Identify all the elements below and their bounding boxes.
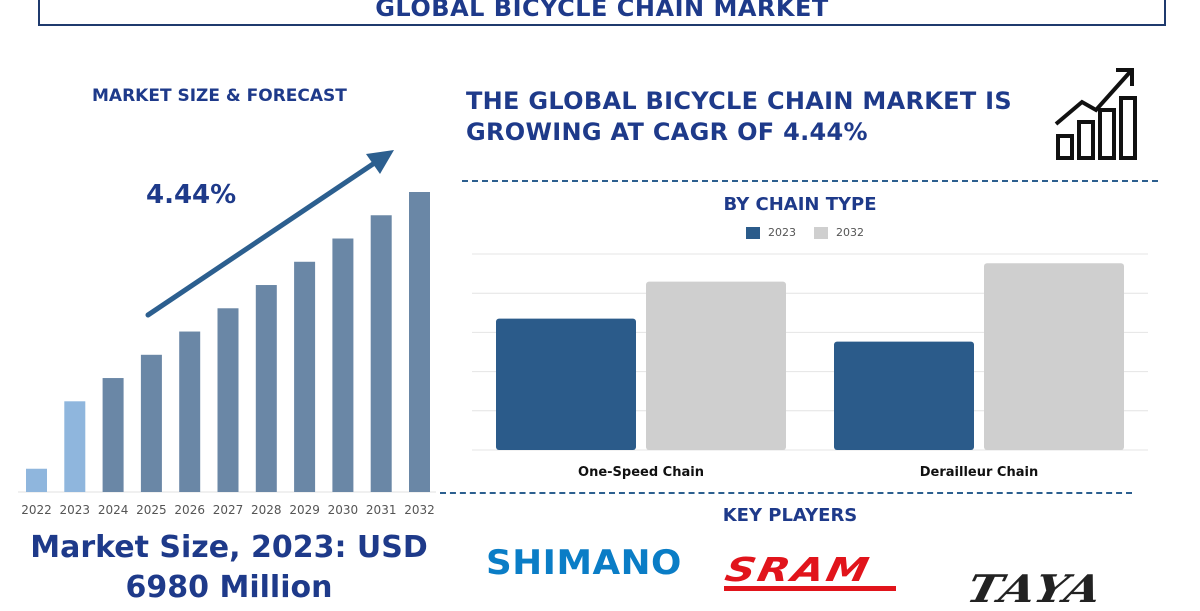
- forecast-tick-2030: 2030: [328, 503, 359, 517]
- legend-swatch-2032: [814, 226, 828, 239]
- forecast-bar-2030: [332, 238, 354, 492]
- forecast-bar-2026: [179, 331, 201, 492]
- page-title: GLOBAL BICYCLE CHAIN MARKET: [375, 0, 829, 22]
- chain-type-bar-chart: One-Speed Chain Derailleur Chain: [472, 253, 1148, 480]
- forecast-bar-2025: [140, 354, 162, 492]
- legend-swatch-2023: [746, 226, 760, 239]
- forecast-tick-2026: 2026: [174, 503, 205, 517]
- legend-item-2032: 2032: [814, 226, 864, 239]
- divider-top: [462, 180, 1158, 182]
- forecast-bar-chart: 2022 2023 2024 2025 2026 2027 2028 2029 2030 2031…: [18, 150, 436, 517]
- headline-line-2: GROWING AT CAGR OF 4.44%: [466, 118, 868, 146]
- forecast-tick-2028: 2028: [251, 503, 282, 517]
- category-label-one-speed-chain: One-Speed Chain: [578, 465, 704, 480]
- forecast-tick-2029: 2029: [289, 503, 320, 517]
- bar-one-speed-chain-2032: [646, 281, 786, 450]
- forecast-tick-2022: 2022: [21, 503, 52, 517]
- market-size-line-1: Market Size, 2023: USD: [30, 530, 428, 565]
- forecast-bar-2032: [409, 192, 430, 492]
- forecast-tick-2032: 2032: [404, 503, 435, 517]
- forecast-tick-2027: 2027: [213, 503, 244, 517]
- title-bar: GLOBAL BICYCLE CHAIN MARKET: [38, 0, 1166, 26]
- forecast-bar-2027: [217, 308, 239, 492]
- divider-bottom: [440, 492, 1132, 494]
- sram-logo-underline: [724, 586, 896, 591]
- forecast-tick-2031: 2031: [366, 503, 397, 517]
- legend-label-2032: 2032: [836, 226, 864, 239]
- legend-item-2023: 2023: [746, 226, 796, 239]
- forecast-bar-2023: [64, 401, 86, 492]
- forecast-tick-2025: 2025: [136, 503, 167, 517]
- bar-derailleur-chain-2032: [984, 263, 1124, 450]
- shimano-logo: SHIMANO: [486, 543, 682, 583]
- forecast-tick-2023: 2023: [60, 503, 91, 517]
- headline: THE GLOBAL BICYCLE CHAIN MARKET IS GROWI…: [466, 86, 1046, 148]
- trend-arrow-icon: [145, 150, 394, 318]
- bar-derailleur-chain-2023: [834, 341, 974, 450]
- forecast-bar-2028: [255, 285, 277, 492]
- market-size-text: Market Size, 2023: USD 6980 Million: [10, 528, 448, 608]
- bar-one-speed-chain-2023: [496, 318, 636, 450]
- sram-logo: SRAM: [721, 550, 875, 589]
- chain-type-title: BY CHAIN TYPE: [723, 194, 877, 215]
- headline-line-1: THE GLOBAL BICYCLE CHAIN MARKET IS: [466, 87, 1012, 115]
- bar-growth-arrow-icon: [1054, 68, 1137, 160]
- market-size-heading: MARKET SIZE & FORECAST: [92, 86, 347, 106]
- chart-legend: 2023 2032: [746, 226, 864, 239]
- category-label-derailleur-chain: Derailleur Chain: [920, 465, 1038, 480]
- market-size-line-2: 6980 Million: [125, 570, 333, 605]
- forecast-tick-2024: 2024: [98, 503, 129, 517]
- cagr-label: 4.44%: [146, 180, 237, 210]
- forecast-bar-2024: [102, 378, 124, 492]
- forecast-bar-2029: [294, 261, 316, 492]
- forecast-bar-2031: [370, 215, 392, 493]
- key-players-title: KEY PLAYERS: [722, 505, 858, 526]
- forecast-bar-2022: [26, 468, 47, 492]
- taya-logo: TAYA: [962, 566, 1108, 611]
- legend-label-2023: 2023: [768, 226, 796, 239]
